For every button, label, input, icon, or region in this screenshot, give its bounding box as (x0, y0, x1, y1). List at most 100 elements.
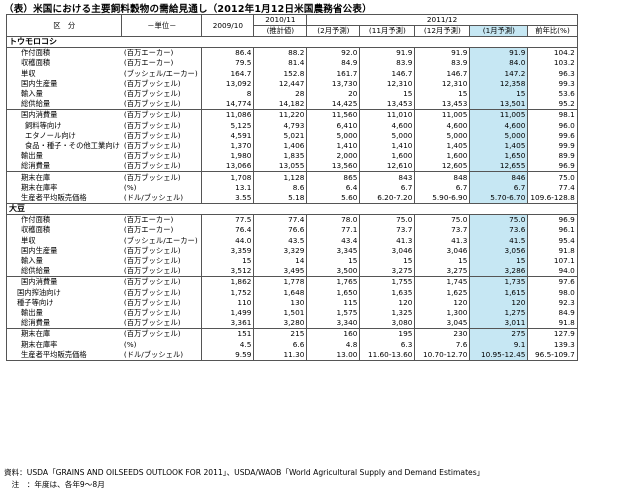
table-row: 食品・種子・その他工業向け (百万ブッシェル) 1,370 1,406 1,410 1,4… (5, 140, 578, 152)
row-label: 総供給量 (5, 99, 122, 111)
cell-value: 3,345 (306, 245, 361, 256)
row-label: 飼料等向け (5, 120, 122, 131)
header-row-1: 区 分 －単位－ 2009/10 2010/11 2011/12 (5, 14, 578, 37)
cell-value: 13,066 (201, 161, 255, 173)
cell-value: 5.70-6.70 (469, 192, 529, 204)
cell-value: 6.6 (253, 339, 308, 350)
cell-value: 6.7 (414, 182, 471, 193)
cell-value: 1,650 (306, 287, 361, 298)
section-header-corn: トウモロコシ (6, 35, 578, 49)
cell-value: 1,862 (201, 276, 255, 288)
cell-value: 41.5 (469, 235, 529, 246)
cell-value: 73.6 (469, 225, 529, 236)
cell-value: 3,056 (469, 245, 529, 256)
cell-value: 75.0 (527, 171, 578, 183)
cell-value: 865 (306, 171, 361, 183)
row-label: 期末在庫 (5, 328, 122, 340)
cell-value: 12,310 (414, 78, 471, 89)
row-label: 総供給量 (5, 266, 122, 278)
cell-value: 3,080 (359, 318, 416, 330)
cell-value: 99.3 (527, 78, 578, 89)
cell-value: 15 (201, 255, 255, 267)
cell-value: 77.4 (527, 182, 578, 193)
row-unit: (ブッシェル/エーカー) (121, 68, 203, 79)
cell-value: 96.9 (527, 161, 578, 173)
cell-value: 12,610 (359, 161, 416, 173)
cell-value: 115 (306, 297, 361, 308)
table-body: トウモロコシ 作付面積 (百万エーカー) 86.4 88.2 92.0 91.9 91.9 91… (5, 35, 578, 361)
cell-value: 120 (469, 297, 529, 308)
row-unit: (百万ブッシェル) (121, 78, 203, 89)
col-yoy: 前年比(%) (527, 25, 578, 37)
cell-value: 3,280 (253, 318, 308, 330)
cell-value: 13,092 (201, 78, 255, 89)
cell-value: 120 (359, 297, 416, 308)
cell-value: 12,605 (414, 161, 471, 173)
cell-value: 76.4 (201, 225, 255, 236)
cell-value: 230 (414, 328, 471, 340)
row-label: 総消費量 (5, 161, 122, 173)
row-label: 期末在庫率 (5, 182, 122, 193)
cell-value: 3,286 (469, 266, 529, 278)
cell-value: 3,046 (359, 245, 416, 256)
cell-value: 96.9 (527, 214, 578, 226)
cell-value: 84.9 (306, 58, 361, 69)
cell-value: 4.8 (306, 339, 361, 350)
cell-value: 41.3 (359, 235, 416, 246)
row-unit: (百万ブッシェル) (121, 99, 203, 111)
cell-value: 1,980 (201, 151, 255, 162)
section-title: トウモロコシ (6, 35, 578, 49)
cell-value: 99.6 (527, 130, 578, 141)
table-row: 作付面積 (百万エーカー) 77.5 77.4 78.0 75.0 75.0 75.0 96.9 (5, 214, 578, 226)
cell-value: 84.0 (469, 58, 529, 69)
row-label: 収穫面積 (5, 58, 122, 69)
cell-value: 4,591 (201, 130, 255, 141)
cell-value: 5.18 (253, 192, 308, 204)
cell-value: 14,182 (253, 99, 308, 111)
cell-value: 195 (359, 328, 416, 340)
cell-value: 81.4 (253, 58, 308, 69)
table-row: 総供給量 (百万ブッシェル) 14,774 14,182 14,425 13,453 13,… (5, 99, 578, 111)
cell-value: 4,600 (469, 120, 529, 131)
row-unit: (百万エーカー) (121, 225, 203, 236)
cell-value: 161.7 (306, 68, 361, 79)
header-row-2: (推計値) (2月予測) (11月予測) (12月予測) (1月予測) 前年比(… (7, 25, 578, 37)
cell-value: 3,512 (201, 266, 255, 278)
table-row: 輸出量 (百万ブッシェル) 1,499 1,501 1,575 1,325 1,300 1,2… (5, 307, 578, 319)
cell-value: 96.5-109.7 (527, 349, 578, 361)
cell-value: 95.2 (527, 99, 578, 111)
cell-value: 1,735 (469, 276, 529, 288)
col-2009: 2009/10 (201, 14, 255, 37)
cell-value: 73.7 (414, 225, 471, 236)
cell-value: 75.0 (469, 214, 529, 226)
cell-value: 6.20-7.20 (359, 192, 416, 204)
cell-value: 1,499 (201, 307, 255, 319)
cell-value: 5,000 (306, 130, 361, 141)
cell-value: 77.4 (253, 214, 308, 226)
row-unit: (百万ブッシェル) (121, 297, 203, 308)
cell-value: 10.95-12.45 (469, 349, 529, 361)
row-label: 食品・種子・その他工業向け (5, 140, 122, 152)
table-row: 総消費量 (百万ブッシェル) 3,361 3,280 3,340 3,080 3,045 3,… (5, 318, 578, 330)
cell-value: 14,425 (306, 99, 361, 111)
row-label: 収穫面積 (5, 225, 122, 236)
cell-value: 15 (306, 255, 361, 267)
cell-value: 4,600 (359, 120, 416, 131)
table-row: 収穫面積 (百万エーカー) 79.5 81.4 84.9 83.9 83.9 84.0 103.… (5, 58, 578, 69)
cell-value: 91.8 (527, 245, 578, 256)
cell-value: 1,300 (414, 307, 471, 319)
table-row: 国内消費量 (百万ブッシェル) 1,862 1,778 1,765 1,755 1,745 1… (5, 276, 578, 288)
cell-value: 98.0 (527, 287, 578, 298)
cell-value: 1,600 (359, 151, 416, 162)
cell-value: 13.00 (306, 349, 361, 361)
cell-value: 99.9 (527, 140, 578, 152)
cell-value: 4,600 (414, 120, 471, 131)
cell-value: 215 (253, 328, 308, 340)
cell-value: 73.7 (359, 225, 416, 236)
row-unit: (百万ブッシェル) (121, 266, 203, 278)
cell-value: 11,220 (253, 109, 308, 121)
table-row: エタノール向け (百万ブッシェル) 4,591 5,021 5,000 5,000 5,00… (5, 130, 578, 141)
supply-demand-table: 区 分 －単位－ 2009/10 2010/11 2011/12 (推計値) (… (5, 14, 578, 361)
cell-value: 1,765 (306, 276, 361, 288)
cell-value: 91.9 (359, 47, 416, 59)
